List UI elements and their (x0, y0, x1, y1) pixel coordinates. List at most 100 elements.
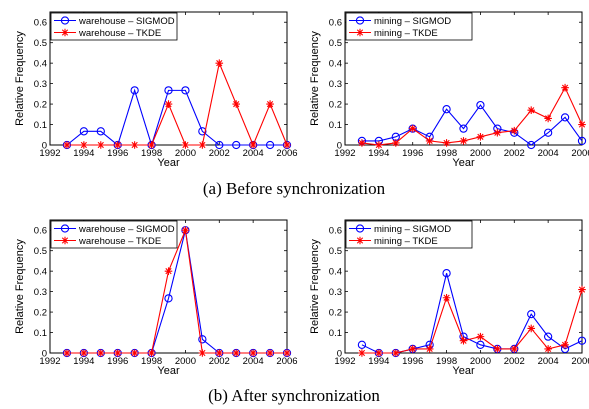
data-point-star (425, 137, 434, 145)
x-tick-label: 2000 (470, 356, 491, 367)
x-tick-label: 2000 (470, 148, 491, 159)
data-point-circle (543, 332, 553, 341)
x-tick-label: 2002 (504, 148, 525, 159)
y-tick-label: 0.6 (34, 18, 47, 29)
y-tick-label: 0.5 (329, 246, 342, 257)
series-line-2 (66, 228, 287, 354)
legend-box (345, 12, 473, 41)
legend-marker-circle (60, 224, 70, 233)
x-tick-label: 1994 (368, 148, 389, 159)
data-point-star (198, 141, 207, 149)
x-tick-label: 1992 (39, 356, 60, 367)
y-tick-label: 0.5 (34, 38, 47, 49)
x-tick-label: 1994 (368, 356, 389, 367)
y-tick-label: 0 (337, 141, 342, 152)
legend-entry-label: mining – SIGMOD (374, 16, 451, 27)
legend-entry-label: mining – TKDE (374, 236, 438, 247)
legend-marker-circle (355, 16, 365, 25)
x-tick-label: 2004 (538, 356, 559, 367)
data-point-star (358, 139, 366, 147)
data-point-star (391, 139, 400, 147)
data-point-star (198, 349, 207, 357)
y-tick-label: 0.4 (34, 59, 47, 70)
data-point-star (130, 349, 139, 357)
data-point-circle (79, 127, 89, 136)
y-tick-label: 0 (42, 141, 47, 152)
data-point-circle (527, 309, 536, 319)
data-point-star (164, 267, 173, 275)
x-axis-label: Year (157, 157, 180, 169)
data-point-star (63, 141, 71, 149)
x-tick-label: 2000 (175, 356, 196, 367)
chart-panel-3: 1992 1994 1996 1998 2000 2002 2004 2006 0 0.1 0.2 0… (14, 219, 298, 377)
data-point-circle (459, 124, 468, 133)
legend-box (345, 220, 473, 249)
series-line-2 (361, 289, 583, 354)
legend-marker-star (356, 28, 364, 37)
legend-box (50, 12, 178, 41)
data-point-star (358, 349, 366, 357)
data-point-star (147, 349, 156, 357)
data-point-circle (577, 336, 587, 345)
x-tick-label: 2006 (276, 148, 297, 159)
data-point-star (113, 349, 122, 357)
x-tick-label: 2004 (243, 148, 264, 159)
data-point-star (266, 349, 274, 357)
x-tick-label: 2002 (504, 356, 525, 367)
data-point-star (113, 141, 122, 149)
y-tick-label: 0 (42, 349, 47, 360)
x-tick-label: 1998 (141, 148, 162, 159)
x-axis-label: Year (157, 365, 180, 377)
chart-panel-2: 1992 1994 1996 1998 2000 2002 2004 2006 0 0.1 0.2 0… (309, 11, 589, 169)
data-point-star (215, 349, 224, 357)
data-point-star (283, 349, 291, 357)
data-point-star (96, 349, 105, 357)
y-tick-label: 0.6 (34, 226, 47, 237)
data-point-star (164, 100, 173, 108)
data-point-circle (577, 136, 587, 146)
x-tick-label: 1998 (436, 148, 457, 159)
x-tick-label: 2002 (209, 148, 230, 159)
series-line-1 (361, 273, 583, 354)
data-point-circle (130, 86, 139, 95)
legend-marker-circle (60, 16, 70, 25)
x-tick-label: 2006 (276, 356, 297, 367)
legend-box (50, 220, 178, 249)
data-point-star (249, 349, 257, 357)
data-point-star (561, 341, 569, 349)
data-point-star (96, 141, 105, 149)
x-tick-label: 1996 (107, 148, 128, 159)
data-point-star (232, 349, 241, 357)
legend-entry-label: warehouse – SIGMOD (78, 16, 175, 27)
data-point-star (80, 141, 88, 149)
data-point-star (527, 106, 536, 115)
y-axis-label: Relative Frequency (14, 239, 26, 334)
legend-marker-star (61, 28, 69, 37)
data-point-circle (164, 86, 173, 95)
plot-area-frame (344, 11, 583, 146)
y-tick-label: 0.2 (34, 308, 47, 319)
data-point-circle (96, 127, 105, 136)
y-tick-label: 0.6 (329, 18, 342, 29)
data-point-star (130, 141, 139, 149)
data-point-circle (357, 340, 367, 349)
x-tick-label: 1996 (402, 148, 423, 159)
data-point-star (493, 345, 502, 353)
y-axis-label: Relative Frequency (309, 239, 321, 334)
data-point-star (391, 349, 400, 357)
plot-area-frame (49, 219, 288, 354)
data-point-star (283, 141, 291, 149)
data-point-star (442, 293, 451, 302)
x-tick-label: 2004 (538, 148, 559, 159)
data-point-circle (442, 269, 451, 278)
data-point-circle (265, 140, 275, 150)
data-point-circle (232, 140, 241, 150)
y-tick-label: 0.5 (34, 246, 47, 257)
x-tick-label: 1994 (73, 148, 94, 159)
y-tick-label: 0.4 (329, 59, 342, 70)
data-point-star (510, 126, 519, 135)
data-point-circle (442, 105, 451, 114)
x-tick-label: 2006 (571, 148, 589, 159)
data-point-star (527, 324, 536, 333)
